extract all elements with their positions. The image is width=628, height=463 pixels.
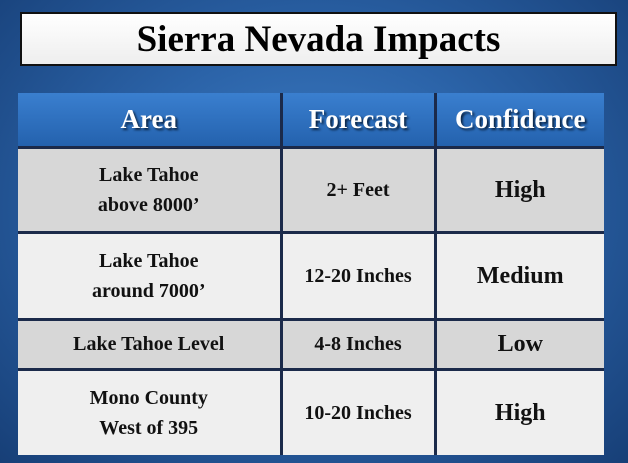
confidence-cell: High xyxy=(436,148,604,231)
cell-line: Lake Tahoe xyxy=(99,163,199,186)
cell-line: Mono County xyxy=(89,386,208,409)
cell-line: around 7000’ xyxy=(91,279,206,302)
area-cell: Lake Tahoe around 7000’ xyxy=(18,233,280,318)
impacts-table: Area Forecast Confidence Lake Tahoe above 80… xyxy=(18,93,604,455)
area-cell: Mono County West of 395 xyxy=(18,370,280,455)
column-header: Confidence xyxy=(436,93,604,146)
forecast-cell: 10-20 Inches xyxy=(282,370,434,455)
forecast-cell: 12-20 Inches xyxy=(282,233,434,318)
column-header: Forecast xyxy=(282,93,434,146)
area-cell: Lake Tahoe Level xyxy=(18,320,280,368)
forecast-cell: 4-8 Inches xyxy=(282,320,434,368)
column-header: Area xyxy=(18,93,280,146)
cell-line: Lake Tahoe Level xyxy=(73,333,225,355)
forecast-cell: 2+ Feet xyxy=(282,148,434,231)
title: Sierra Nevada Impacts xyxy=(20,12,617,66)
cell-line: West of 395 xyxy=(99,416,199,439)
confidence-cell: Medium xyxy=(436,233,604,318)
confidence-cell: High xyxy=(436,370,604,455)
confidence-cell: Low xyxy=(436,320,604,368)
cell-line: Lake Tahoe xyxy=(99,249,199,272)
cell-line: above 8000’ xyxy=(97,193,200,216)
area-cell: Lake Tahoe above 8000’ xyxy=(18,148,280,231)
